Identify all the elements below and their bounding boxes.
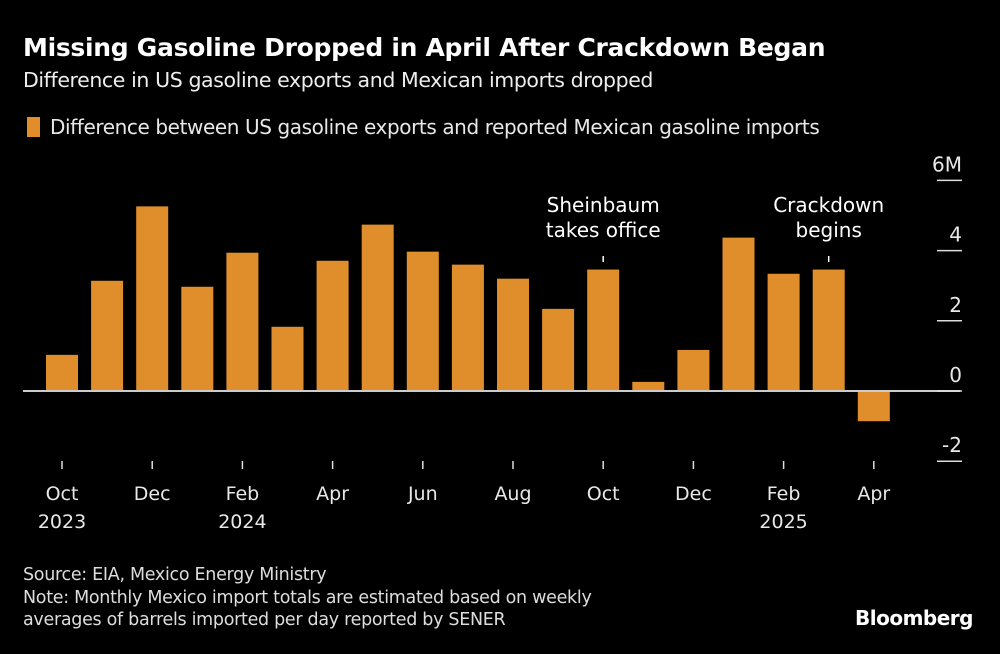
bloomberg-logo: Bloomberg bbox=[855, 606, 973, 630]
annotation-label: begins bbox=[796, 218, 862, 242]
y-tick-label: 2 bbox=[949, 293, 962, 317]
bar-jan-2025 bbox=[722, 237, 755, 391]
bar-oct-2024 bbox=[587, 269, 620, 391]
x-tick-label: Apr bbox=[316, 483, 349, 505]
note-line-1: Note: Monthly Mexico import totals are e… bbox=[23, 587, 592, 608]
y-tick-label: 6M bbox=[932, 152, 962, 176]
footer-notes: Source: EIA, Mexico Energy Ministry Note… bbox=[23, 564, 592, 632]
legend-label: Difference between US gasoline exports a… bbox=[50, 115, 820, 139]
bar-sep-2024 bbox=[542, 308, 575, 391]
x-tick-label: Oct bbox=[46, 483, 79, 505]
bar-feb-2025 bbox=[767, 273, 800, 391]
bar-jan-2024 bbox=[181, 286, 214, 391]
y-tick-label: 0 bbox=[949, 363, 962, 387]
chart-subtitle: Difference in US gasoline exports and Me… bbox=[23, 68, 654, 92]
x-tick-year: 2024 bbox=[218, 511, 266, 533]
bar-mar-2025 bbox=[812, 269, 845, 391]
bar-apr-2024 bbox=[316, 260, 349, 391]
bar-nov-2024 bbox=[632, 381, 665, 391]
x-tick-label: Feb bbox=[767, 483, 801, 505]
bar-nov-2023 bbox=[91, 280, 124, 391]
x-tick-label: Jun bbox=[407, 483, 438, 505]
x-tick-label: Dec bbox=[134, 483, 171, 505]
chart-title: Missing Gasoline Dropped in April After … bbox=[23, 33, 826, 62]
bar-jun-2024 bbox=[406, 251, 439, 391]
x-tick-label: Aug bbox=[494, 483, 531, 505]
x-tick-year: 2023 bbox=[38, 511, 86, 533]
bar-jul-2024 bbox=[451, 264, 484, 391]
x-tick-label: Dec bbox=[675, 483, 712, 505]
x-tick-label: Apr bbox=[857, 483, 890, 505]
legend: Difference between US gasoline exports a… bbox=[27, 115, 820, 139]
y-tick-label: 4 bbox=[949, 223, 962, 247]
legend-swatch bbox=[27, 117, 40, 137]
bar-apr-2025 bbox=[857, 391, 890, 422]
x-tick-label: Feb bbox=[226, 483, 260, 505]
x-tick-label: Oct bbox=[587, 483, 620, 505]
source-text: Source: EIA, Mexico Energy Ministry bbox=[23, 565, 327, 585]
bar-oct-2023 bbox=[46, 354, 78, 391]
annotation-label: Sheinbaum bbox=[547, 193, 660, 217]
bar-aug-2024 bbox=[497, 278, 529, 391]
annotation-label: takes office bbox=[546, 218, 661, 242]
x-tick-year: 2025 bbox=[759, 511, 807, 533]
bar-may-2024 bbox=[361, 224, 394, 391]
bar-feb-2024 bbox=[226, 252, 259, 391]
y-tick-label: -2 bbox=[942, 433, 962, 457]
note-line-2: averages of barrels imported per day rep… bbox=[23, 610, 506, 630]
bar-dec-2024 bbox=[677, 349, 710, 391]
bar-mar-2024 bbox=[271, 326, 304, 391]
annotation-label: Crackdown bbox=[773, 193, 884, 217]
bar-dec-2023 bbox=[136, 206, 169, 391]
